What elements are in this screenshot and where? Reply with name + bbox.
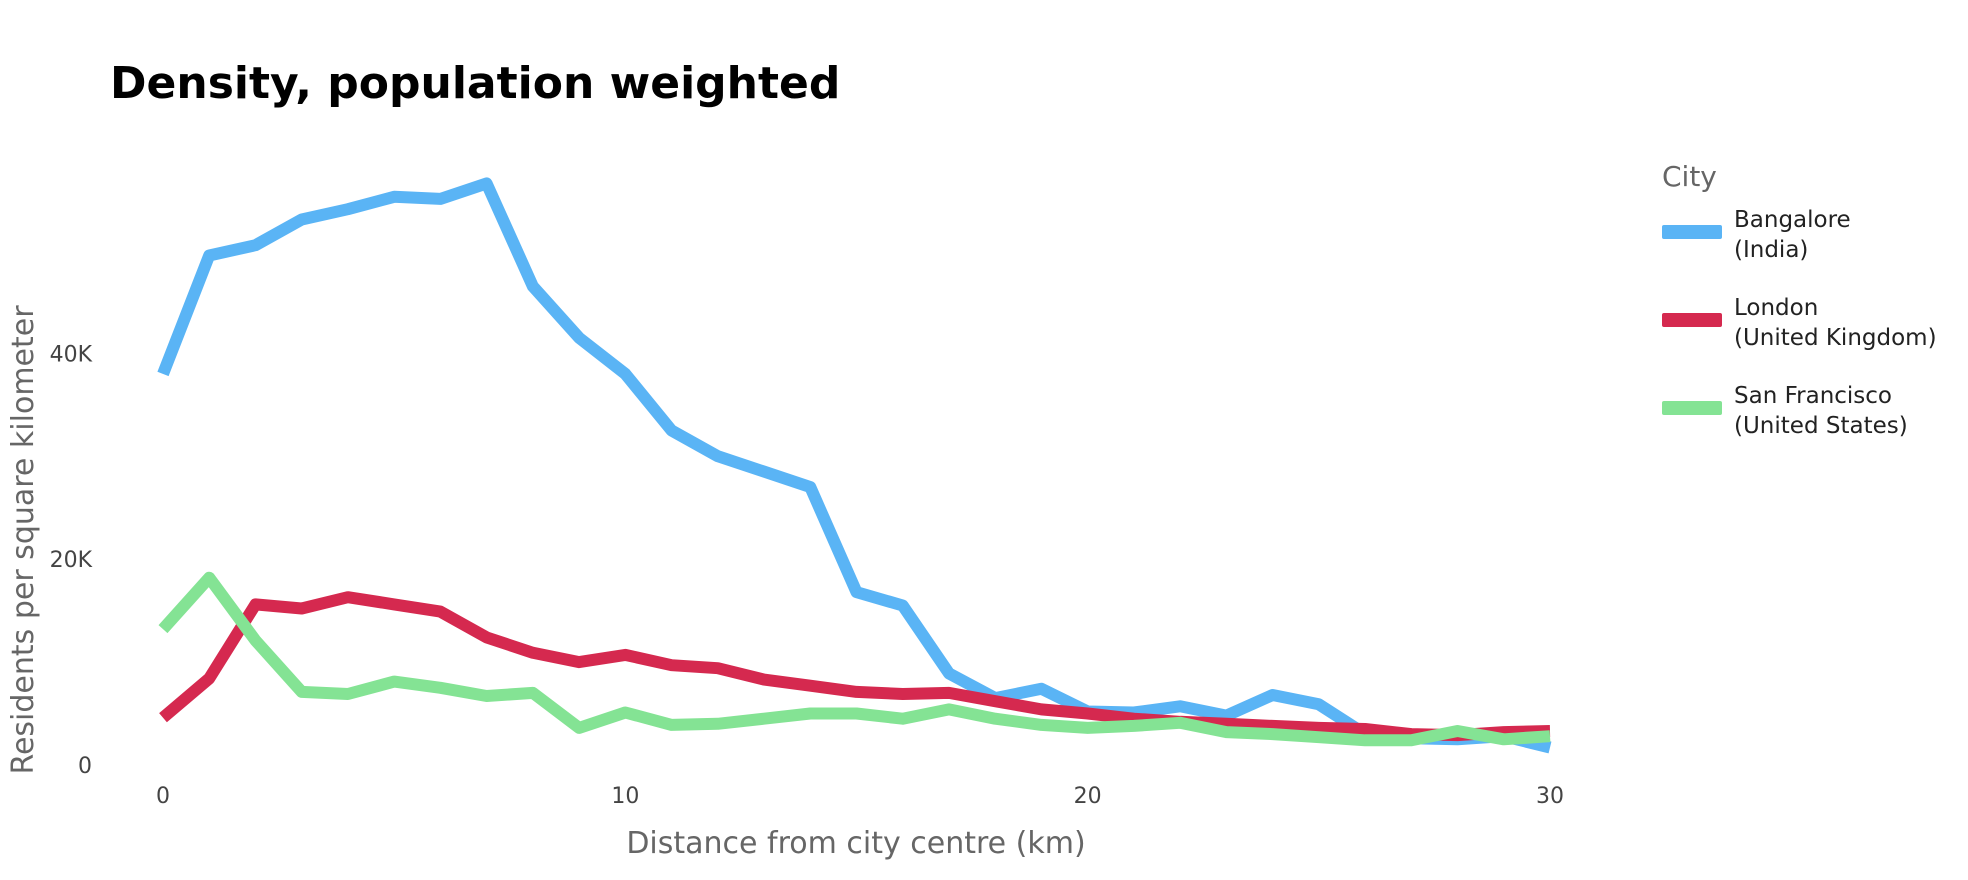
series-line-0 <box>157 177 1552 754</box>
x-axis-ticks: 0 10 20 30 <box>156 784 1564 809</box>
legend-items: Bangalore (India) London (United Kingdom) Sa… <box>1662 205 1937 469</box>
legend-item[interactable]: London (United Kingdom) <box>1662 293 1937 381</box>
legend-label: London (United Kingdom) <box>1734 293 1937 353</box>
legend: City Bangalore (India) London (United Kingd… <box>1662 160 1937 469</box>
legend-label-line1: San Francisco <box>1734 383 1893 409</box>
x-tick-label: 20 <box>1074 784 1102 809</box>
legend-item[interactable]: Bangalore (India) <box>1662 205 1937 293</box>
legend-label-line1: Bangalore <box>1734 207 1851 233</box>
legend-label-line1: London <box>1734 295 1819 321</box>
series-lines <box>157 177 1552 754</box>
legend-swatch <box>1662 225 1722 239</box>
x-axis-title: Distance from city centre (km) <box>626 826 1085 861</box>
y-tick-label: 0 <box>78 754 92 779</box>
chart-title: Density, population weighted <box>110 58 841 109</box>
legend-label-line2: (United Kingdom) <box>1734 325 1937 351</box>
y-tick-label: 40K <box>50 342 93 367</box>
legend-swatch <box>1662 401 1722 415</box>
legend-swatch <box>1662 313 1722 327</box>
y-axis-ticks: 0 20K 40K <box>50 342 93 779</box>
legend-item[interactable]: San Francisco (United States) <box>1662 381 1937 469</box>
series-line-2 <box>158 571 1551 747</box>
legend-title: City <box>1662 160 1717 193</box>
x-tick-label: 30 <box>1536 784 1564 809</box>
x-tick-label: 10 <box>611 784 639 809</box>
legend-label: San Francisco (United States) <box>1734 381 1908 441</box>
legend-label: Bangalore (India) <box>1734 205 1851 265</box>
legend-label-line2: (United States) <box>1734 413 1908 439</box>
series-line-1 <box>159 591 1551 742</box>
y-tick-label: 20K <box>50 548 93 573</box>
x-tick-label: 0 <box>156 784 170 809</box>
legend-label-line2: (India) <box>1734 237 1809 263</box>
y-axis-title: Residents per square kilometer <box>6 305 41 775</box>
